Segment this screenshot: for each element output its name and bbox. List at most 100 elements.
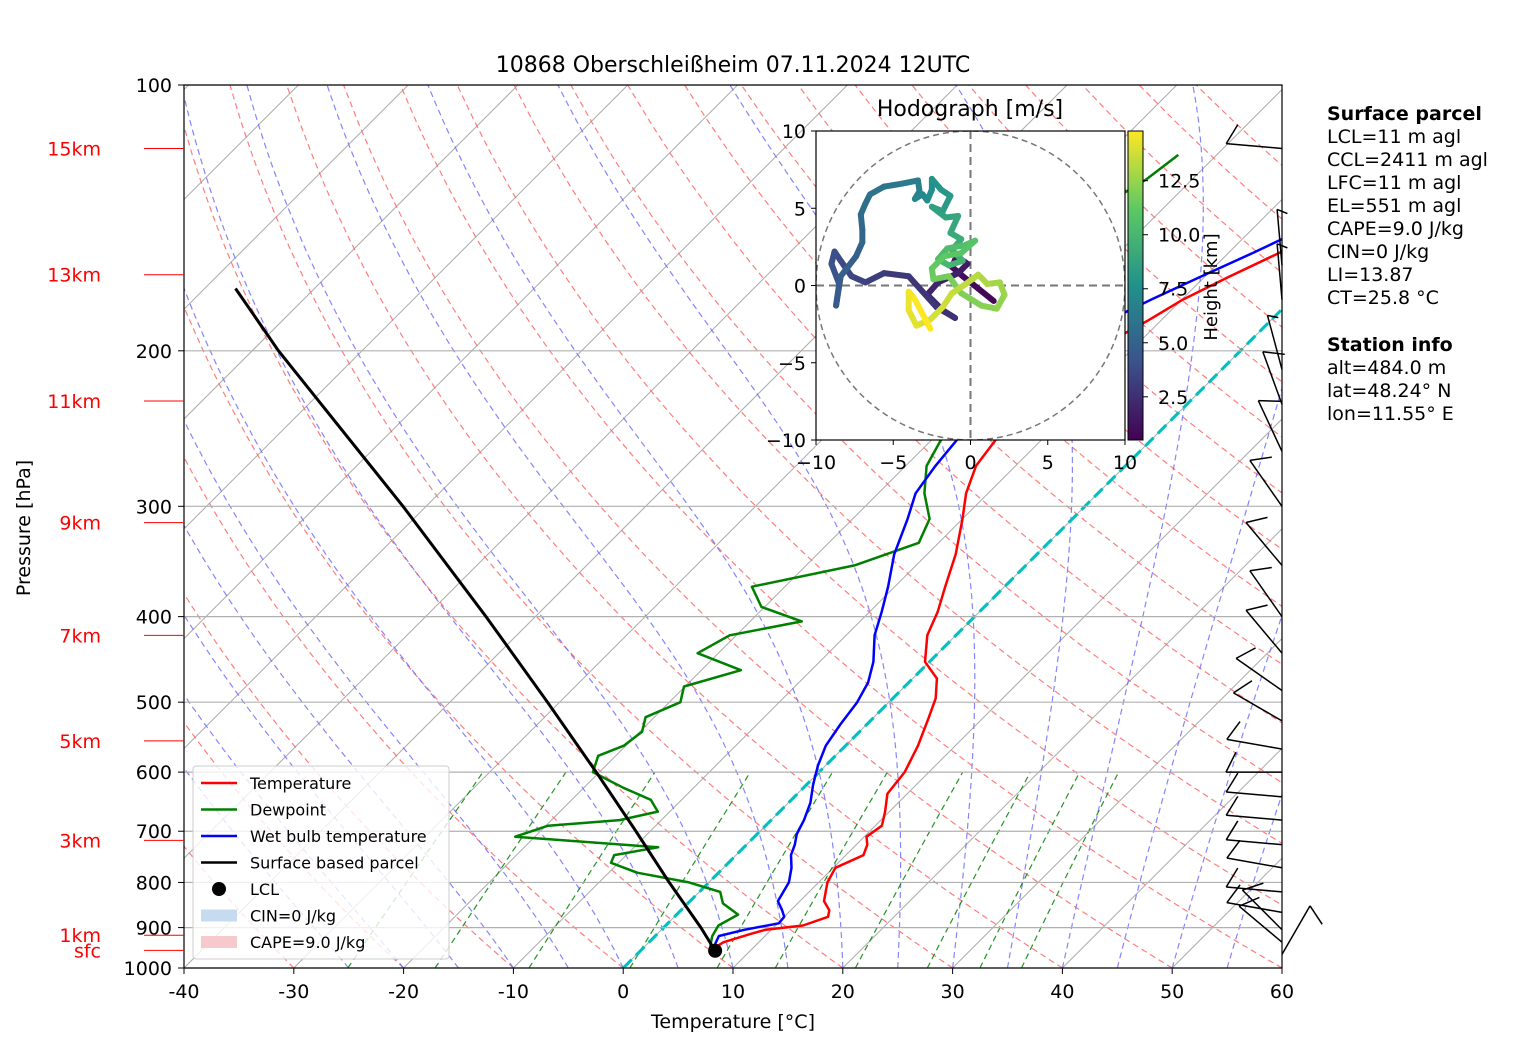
wind-barb <box>1233 680 1283 722</box>
wind-barb <box>1249 456 1283 507</box>
parcel-cin: CIN=0 J/kg <box>1327 241 1430 263</box>
dry-adiabat-line <box>184 124 844 968</box>
wind-barb-flag <box>1233 680 1253 694</box>
parcel-li: LI=13.87 <box>1327 264 1414 286</box>
dry-adiabat-line <box>456 85 1282 906</box>
x-tick-label: -40 <box>168 981 199 1003</box>
hodograph-colorbar <box>1127 130 1144 441</box>
legend-label: Surface based parcel <box>250 854 419 873</box>
height-label: sfc <box>74 940 101 962</box>
wind-barb-flag <box>1258 399 1281 403</box>
colorbar-tick-label: 10.0 <box>1158 225 1200 247</box>
wind-barb-flag <box>1245 516 1268 524</box>
dry-adiabat-line <box>513 85 1282 844</box>
wind-barb-flag <box>1262 351 1285 356</box>
parcel-lcl: LCL=11 m agl <box>1327 126 1462 148</box>
hodograph-y-tick-label: −5 <box>778 353 806 375</box>
hodograph-trace-segment <box>833 273 844 309</box>
legend-label: CIN=0 J/kg <box>250 907 336 926</box>
wind-barb <box>1238 896 1283 943</box>
wind-barb <box>1235 647 1283 692</box>
parcel-cape: CAPE=9.0 J/kg <box>1327 218 1464 240</box>
colorbar-tick-label: 5.0 <box>1158 333 1188 355</box>
dry-adiabat-line <box>399 85 1282 968</box>
isotherm-line <box>184 85 409 310</box>
temperature-line <box>713 249 1282 951</box>
hodograph-trace-segment <box>911 296 934 332</box>
y-axis-label: Pressure [hPa] <box>13 460 35 596</box>
x-tick-label: 50 <box>1160 981 1184 1003</box>
wind-barb-flag <box>1226 721 1241 740</box>
wind-barb-staff <box>1276 243 1283 300</box>
legend-label: Wet bulb temperature <box>250 827 427 846</box>
y-axis-ticks: 100 200 300 400 500 600 700 800 900 1000 <box>124 75 184 980</box>
wind-barb-staff <box>1281 905 1311 955</box>
wind-barb <box>1245 604 1283 654</box>
hodograph-x-tick-label: −10 <box>796 452 836 474</box>
y-tick-label: 700 <box>136 821 172 843</box>
moist-adiabat-line <box>326 85 789 968</box>
wind-barb-staff <box>1241 889 1283 931</box>
isotherm-line <box>184 85 738 640</box>
dry-adiabat-line <box>184 456 624 968</box>
isotherm-line <box>184 85 519 420</box>
wind-barb-staff <box>1245 522 1283 566</box>
legend-label: Dewpoint <box>250 801 326 820</box>
hodograph-trace-segment <box>975 285 997 304</box>
dry-adiabat-line <box>184 305 734 968</box>
x-axis-label: Temperature [°C] <box>650 1011 815 1033</box>
colorbar-tick-label: 12.5 <box>1158 171 1200 193</box>
wind-barb-flag <box>1276 243 1288 249</box>
parcel-ct: CT=25.8 °C <box>1327 287 1439 309</box>
wind-barb <box>1249 566 1283 618</box>
wind-barb <box>1225 867 1283 893</box>
height-label: 9km <box>59 513 101 535</box>
wind-barb-staff <box>1233 692 1283 722</box>
x-tick-label: -30 <box>278 981 309 1003</box>
colorbar-tick-label: 2.5 <box>1158 387 1188 409</box>
hodograph-trace-segment <box>958 290 985 309</box>
hodograph-x-tick-label: 10 <box>1113 452 1137 474</box>
hodograph-y-tick-label: 5 <box>794 198 806 220</box>
hodograph-x-tick-label: 5 <box>1042 452 1054 474</box>
station-lon: lon=11.55° E <box>1327 403 1454 425</box>
legend-swatch <box>201 909 237 922</box>
station-info-heading: Station info <box>1327 334 1453 356</box>
wind-barb-flag <box>1225 751 1237 773</box>
height-label: 1km <box>59 925 101 947</box>
x-tick-label: -20 <box>388 981 419 1003</box>
moist-adiabat-line <box>184 286 624 968</box>
wind-barb-staff <box>1262 351 1283 405</box>
station-lat: lat=48.24° N <box>1327 380 1452 402</box>
x-tick-label: 30 <box>941 981 965 1003</box>
wind-barb-flag <box>1309 905 1323 925</box>
dry-adiabat-line <box>854 85 1282 494</box>
wind-barb <box>1245 516 1283 566</box>
legend-swatch <box>201 936 237 948</box>
height-label: 11km <box>47 391 101 413</box>
hodograph-trace-segment <box>862 270 887 286</box>
moist-adiabat-line <box>557 85 902 968</box>
moist-adiabat-line <box>184 418 569 968</box>
wind-barb-flag <box>1225 772 1239 793</box>
x-tick-label: 10 <box>721 981 745 1003</box>
wind-barb-staff <box>1226 814 1283 821</box>
isotherm-line <box>732 418 1282 968</box>
wind-barb <box>1226 721 1283 750</box>
y-tick-label: 800 <box>136 872 172 894</box>
moist-adiabat-line <box>184 524 514 968</box>
wind-barb-flag <box>1225 820 1239 841</box>
x-tick-label: 0 <box>617 981 629 1003</box>
colorbar-tick-label: 7.5 <box>1158 279 1188 301</box>
x-tick-label: 40 <box>1050 981 1074 1003</box>
lcl-marker <box>708 943 723 958</box>
wind-barb-staff <box>1235 657 1283 692</box>
wind-barb-staff <box>1226 886 1283 893</box>
wind-barb-flag <box>1225 795 1239 816</box>
height-label: 3km <box>59 830 101 852</box>
hodograph-trace-segment <box>880 180 906 190</box>
x-tick-label: -10 <box>498 981 529 1003</box>
wind-barb-staff <box>1276 209 1283 266</box>
